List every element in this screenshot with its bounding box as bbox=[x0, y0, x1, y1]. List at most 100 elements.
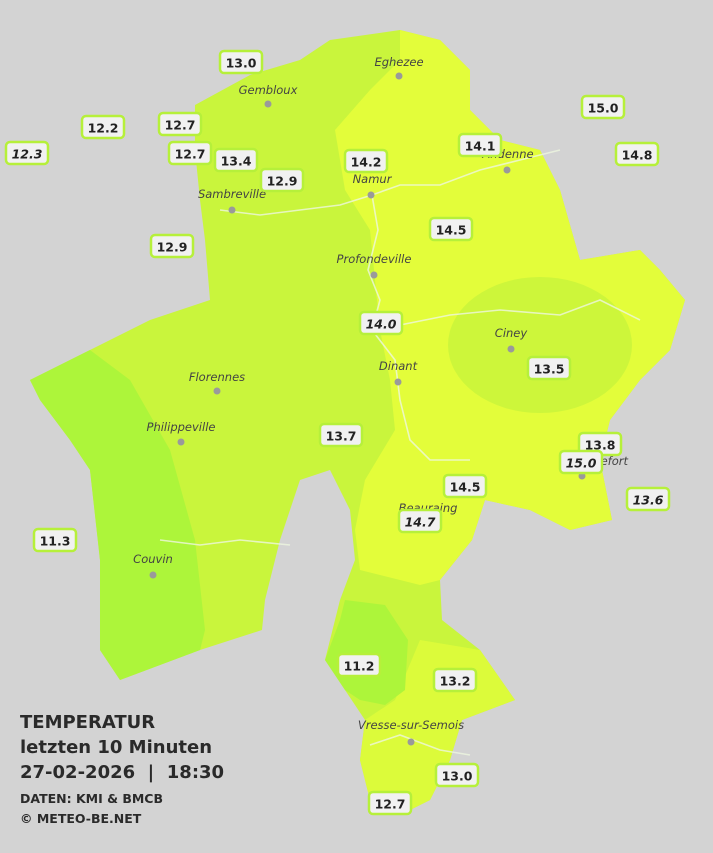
town-dot bbox=[367, 191, 375, 199]
reading-value: 13.6 bbox=[633, 493, 664, 508]
cold-zone-west bbox=[30, 350, 205, 680]
reading-value: 14.5 bbox=[436, 223, 467, 238]
reading-value: 14.0 bbox=[366, 317, 397, 332]
reading: 14.5 bbox=[442, 473, 488, 499]
reading-value: 12.2 bbox=[88, 121, 119, 136]
reading-value: 13.4 bbox=[221, 154, 252, 169]
reading: 13.0 bbox=[218, 49, 264, 75]
reading: 12.7 bbox=[367, 790, 413, 816]
town-dot bbox=[395, 72, 403, 80]
reading-box bbox=[558, 449, 604, 475]
reading-value: 12.3 bbox=[12, 147, 43, 162]
reading-value: 12.9 bbox=[267, 174, 298, 189]
reading-value: 13.0 bbox=[226, 56, 257, 71]
reading-box bbox=[526, 355, 572, 381]
reading-value: 13.0 bbox=[442, 769, 473, 784]
legend-copyright: © METEO-BE.NET bbox=[20, 811, 142, 826]
reading-box bbox=[218, 49, 264, 75]
town-dot bbox=[264, 100, 272, 108]
reading-box bbox=[432, 667, 478, 693]
reading: 13.2 bbox=[432, 667, 478, 693]
reading-box bbox=[157, 111, 203, 137]
reading-box bbox=[149, 233, 195, 259]
reading-box bbox=[336, 652, 382, 678]
reading-box bbox=[428, 216, 474, 242]
reading: 13.0 bbox=[434, 762, 480, 788]
reading: 15.0 bbox=[558, 449, 604, 475]
river bbox=[367, 194, 470, 461]
town-label: Profondeville bbox=[337, 252, 412, 266]
reading-box bbox=[614, 141, 660, 167]
reading: 13.4 bbox=[213, 147, 259, 173]
river bbox=[399, 299, 641, 326]
town-label: Namur bbox=[353, 172, 393, 186]
towns: GemblouxEghezeeAndenneNamurSambrevillePr… bbox=[133, 55, 629, 746]
reading-value: 14.1 bbox=[465, 139, 496, 154]
river bbox=[369, 734, 471, 756]
town-label: Philippeville bbox=[147, 420, 216, 434]
reading-box bbox=[32, 527, 78, 553]
reading-box bbox=[367, 790, 413, 816]
reading: 14.5 bbox=[428, 216, 474, 242]
reading-value: 15.0 bbox=[566, 456, 597, 471]
reading: 15.0 bbox=[580, 94, 626, 120]
reading-value: 14.8 bbox=[622, 148, 653, 163]
reading-value: 11.3 bbox=[40, 534, 71, 549]
town-label: Ciney bbox=[495, 326, 528, 340]
reading-value: 14.2 bbox=[351, 155, 382, 170]
town-label: Eghezee bbox=[374, 55, 423, 69]
reading: 12.3 bbox=[4, 140, 50, 166]
reading-value: 13.8 bbox=[585, 438, 616, 453]
reading-box bbox=[442, 473, 488, 499]
town-dot bbox=[503, 166, 511, 174]
cool-zone bbox=[448, 277, 632, 413]
rivers bbox=[159, 149, 641, 756]
reading: 13.7 bbox=[318, 422, 364, 448]
town-label: Sambreville bbox=[198, 187, 266, 201]
reading-box bbox=[167, 140, 213, 166]
town-dot bbox=[394, 378, 402, 386]
reading: 12.9 bbox=[259, 167, 305, 193]
legend-subtitle: letzten 10 Minuten bbox=[20, 737, 213, 758]
reading-box bbox=[4, 140, 50, 166]
town-dot bbox=[507, 345, 515, 353]
reading: 14.0 bbox=[358, 310, 404, 336]
reading-box bbox=[318, 422, 364, 448]
reading-box bbox=[358, 310, 404, 336]
reading: 12.7 bbox=[167, 140, 213, 166]
reading-value: 12.9 bbox=[157, 240, 188, 255]
reading-value: 12.7 bbox=[165, 118, 196, 133]
reading-box bbox=[259, 167, 305, 193]
reading-box bbox=[457, 132, 503, 158]
town-label: Dinant bbox=[379, 359, 418, 373]
town-dot bbox=[228, 206, 236, 214]
cold-zone-south bbox=[325, 600, 408, 705]
town-dot bbox=[407, 738, 415, 746]
reading: 14.2 bbox=[343, 148, 389, 174]
town-label: Gembloux bbox=[239, 83, 298, 97]
legend-title: TEMPERATUR bbox=[20, 712, 156, 733]
reading-box bbox=[625, 486, 671, 512]
reading-box bbox=[434, 762, 480, 788]
river bbox=[219, 149, 561, 216]
reading-value: 14.5 bbox=[450, 480, 481, 495]
reading-value: 11.2 bbox=[344, 659, 375, 674]
reading: 14.7 bbox=[397, 508, 443, 534]
river bbox=[159, 539, 291, 546]
town-label: Vresse-sur-Semois bbox=[358, 718, 464, 732]
reading-value: 13.2 bbox=[440, 674, 471, 689]
town-dot bbox=[149, 571, 157, 579]
town-dot bbox=[177, 438, 185, 446]
legend-source: DATEN: KMI & BMCB bbox=[20, 791, 164, 806]
town-dot bbox=[213, 387, 221, 395]
reading-value: 12.7 bbox=[175, 147, 206, 162]
reading-value: 13.7 bbox=[326, 429, 357, 444]
reading: 11.3 bbox=[32, 527, 78, 553]
town-dot bbox=[370, 271, 378, 279]
reading-box bbox=[343, 148, 389, 174]
reading: 12.2 bbox=[80, 114, 126, 140]
reading-value: 14.7 bbox=[405, 515, 436, 530]
reading: 13.6 bbox=[625, 486, 671, 512]
